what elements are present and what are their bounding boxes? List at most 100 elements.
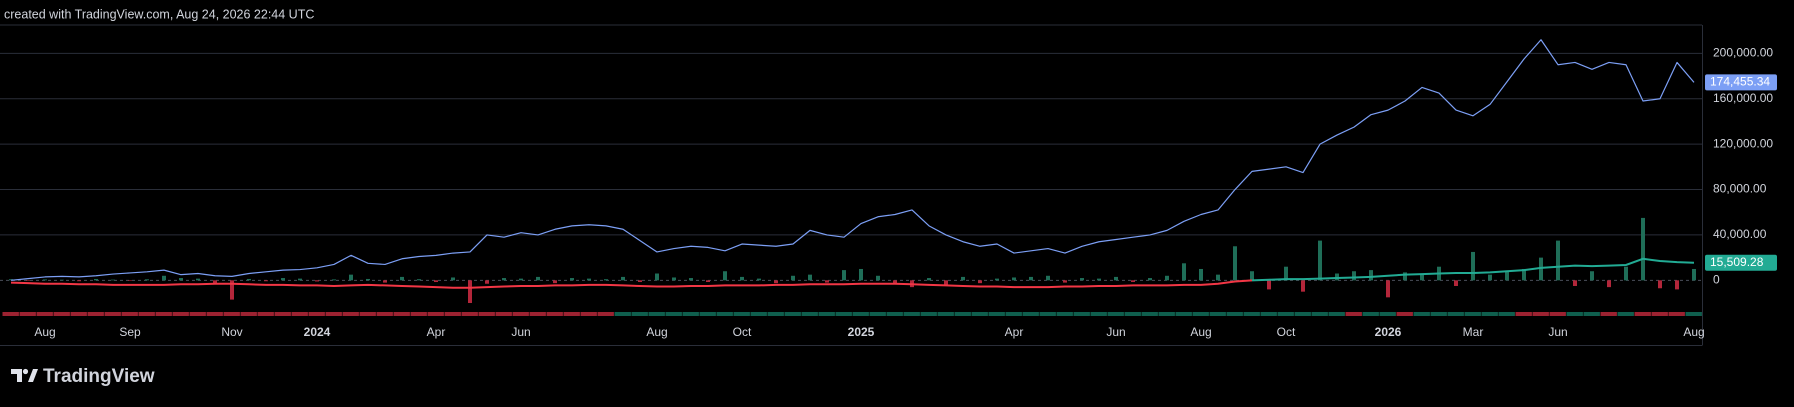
regime-strip <box>155 312 172 316</box>
histogram-bar <box>179 278 183 281</box>
regime-strip <box>410 312 427 316</box>
histogram-bar <box>570 278 574 281</box>
histogram-bar <box>468 280 472 304</box>
price-tag-label: 15,509.28 <box>1710 255 1764 269</box>
histogram-bar <box>723 271 727 281</box>
regime-strip <box>512 312 529 316</box>
histogram-bar <box>1335 273 1339 281</box>
regime-strip <box>1685 312 1702 316</box>
regime-strip <box>1243 312 1260 316</box>
regime-strip <box>563 312 580 316</box>
histogram-bar <box>400 276 404 281</box>
price-tag-label: 174,455.34 <box>1710 75 1770 89</box>
regime-strip <box>971 312 988 316</box>
regime-strip <box>461 312 478 316</box>
histogram-bar <box>1573 280 1577 286</box>
histogram-bar <box>1403 272 1407 281</box>
histogram-bar <box>298 278 302 281</box>
histogram-bar <box>332 279 336 281</box>
price-tag <box>1705 254 1777 271</box>
histogram-bar <box>1148 278 1152 281</box>
y-tick-label: 40,000.00 <box>1713 227 1767 241</box>
x-tick-label: Mar <box>1463 325 1484 339</box>
histogram-bar <box>128 280 132 281</box>
x-tick-label: Aug <box>1190 325 1211 339</box>
histogram-bar <box>587 278 591 281</box>
histogram-bar <box>213 280 217 284</box>
histogram-bar <box>281 278 285 281</box>
histogram-bar <box>1097 278 1101 281</box>
regime-strip <box>580 312 597 316</box>
regime-strip <box>818 312 835 316</box>
regime-strip <box>869 312 886 316</box>
histogram-bar <box>94 278 98 281</box>
regime-strip <box>444 312 461 316</box>
x-tick-label: 2026 <box>1375 325 1402 339</box>
regime-strip <box>1311 312 1328 316</box>
histogram-bar <box>825 280 829 283</box>
histogram-bar <box>43 279 47 281</box>
histogram-bar <box>876 275 880 281</box>
regime-strip <box>546 312 563 316</box>
histogram-bar <box>196 278 200 281</box>
histogram-bar <box>230 280 234 300</box>
histogram-bar <box>978 280 982 284</box>
histogram-bar <box>1692 268 1696 281</box>
regime-strip <box>189 312 206 316</box>
x-tick-label: 2024 <box>304 325 331 339</box>
regime-strip <box>104 312 121 316</box>
histogram-bar <box>757 278 761 281</box>
histogram-bar <box>1641 217 1645 281</box>
regime-strip <box>614 312 631 316</box>
histogram-bar <box>740 276 744 281</box>
regime-strip <box>172 312 189 316</box>
regime-strip <box>716 312 733 316</box>
price-line <box>10 39 1695 281</box>
regime-strip <box>682 312 699 316</box>
regime-strip <box>1158 312 1175 316</box>
regime-strip <box>1107 312 1124 316</box>
histogram-bar <box>1539 257 1543 281</box>
regime-strip <box>529 312 546 316</box>
regime-strip <box>240 312 257 316</box>
regime-strip <box>988 312 1005 316</box>
regime-strip <box>1498 312 1515 316</box>
y-tick-label: 160,000.00 <box>1713 91 1773 105</box>
histogram-bar <box>842 270 846 281</box>
histogram-bar <box>621 276 625 281</box>
regime-strip <box>291 312 308 316</box>
histogram-bar <box>536 276 540 281</box>
histogram-bar <box>26 280 30 281</box>
histogram-bar <box>553 280 557 284</box>
regime-strip <box>1634 312 1651 316</box>
histogram-bar <box>672 277 676 281</box>
regime-strip <box>852 312 869 316</box>
regime-strip <box>1379 312 1396 316</box>
x-tick-label: Oct <box>733 325 752 339</box>
regime-strip <box>597 312 614 316</box>
histogram-bar <box>1522 268 1526 281</box>
histogram-bar <box>774 280 778 284</box>
histogram-bar <box>1199 268 1203 281</box>
histogram-bar <box>162 275 166 281</box>
histogram-bar <box>77 280 81 282</box>
histogram-bar <box>1301 280 1305 292</box>
regime-strip <box>801 312 818 316</box>
histogram-bar <box>859 268 863 281</box>
regime-strip <box>1192 312 1209 316</box>
histogram-bar <box>1267 280 1271 290</box>
x-tick-label: Nov <box>221 325 242 339</box>
regime-strip <box>478 312 495 316</box>
histogram-bar <box>1369 270 1373 281</box>
histogram-bar <box>247 278 251 281</box>
y-tick-label: 80,000.00 <box>1713 182 1767 196</box>
regime-strip <box>1141 312 1158 316</box>
regime-strip <box>359 312 376 316</box>
histogram-bar <box>1471 251 1475 281</box>
regime-strip <box>733 312 750 316</box>
regime-strip <box>835 312 852 316</box>
x-tick-label: Apr <box>1005 325 1024 339</box>
regime-strip <box>1430 312 1447 316</box>
histogram-bar <box>944 280 948 286</box>
